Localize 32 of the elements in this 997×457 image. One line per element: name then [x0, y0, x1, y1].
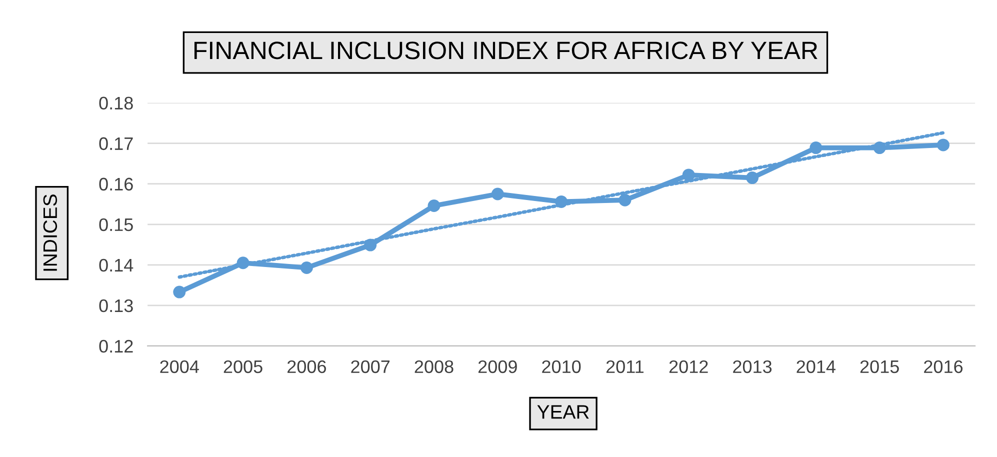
y-tick-label: 0.15	[99, 218, 133, 232]
point	[173, 286, 186, 298]
y-tick-label: 0.13	[99, 299, 133, 312]
x-tick-label: 2012	[669, 360, 708, 374]
x-tick-label: 2006	[288, 360, 326, 374]
point	[428, 199, 440, 212]
x-tick-label: 2009	[478, 360, 517, 374]
y-tick-label: 0.16	[99, 178, 133, 191]
x-tick-label: 2005	[224, 360, 262, 374]
x-tick-label: 2015	[860, 360, 899, 374]
point	[618, 194, 632, 206]
x-tick-label: 2004	[160, 360, 199, 374]
point	[682, 168, 695, 182]
x-tick-label: 2014	[796, 360, 836, 374]
x-tick-label: 2008	[414, 360, 454, 374]
point	[491, 188, 504, 200]
point	[810, 142, 822, 154]
x-tick-label: 2007	[351, 360, 390, 374]
x-tick-label: 2011	[606, 360, 644, 374]
x-tick-label: 2016	[924, 360, 963, 374]
y-tick-label: 0.17	[99, 137, 133, 150]
y-tick-label: 0.12	[99, 340, 133, 353]
x-tick-label: 2010	[542, 360, 581, 374]
y-tick-label: 0.14	[99, 258, 134, 272]
y-tick-label: 0.18	[99, 96, 133, 110]
point	[746, 172, 759, 184]
point	[936, 138, 950, 152]
point	[300, 261, 313, 274]
x-axis-title: YEAR	[537, 405, 589, 419]
y-axis-title: INDICES	[43, 194, 58, 271]
chart-title: FINANCIAL INCLUSION INDEX FOR AFRICA BY YEAR	[194, 42, 818, 60]
x-tick-label: 2013	[733, 360, 772, 374]
